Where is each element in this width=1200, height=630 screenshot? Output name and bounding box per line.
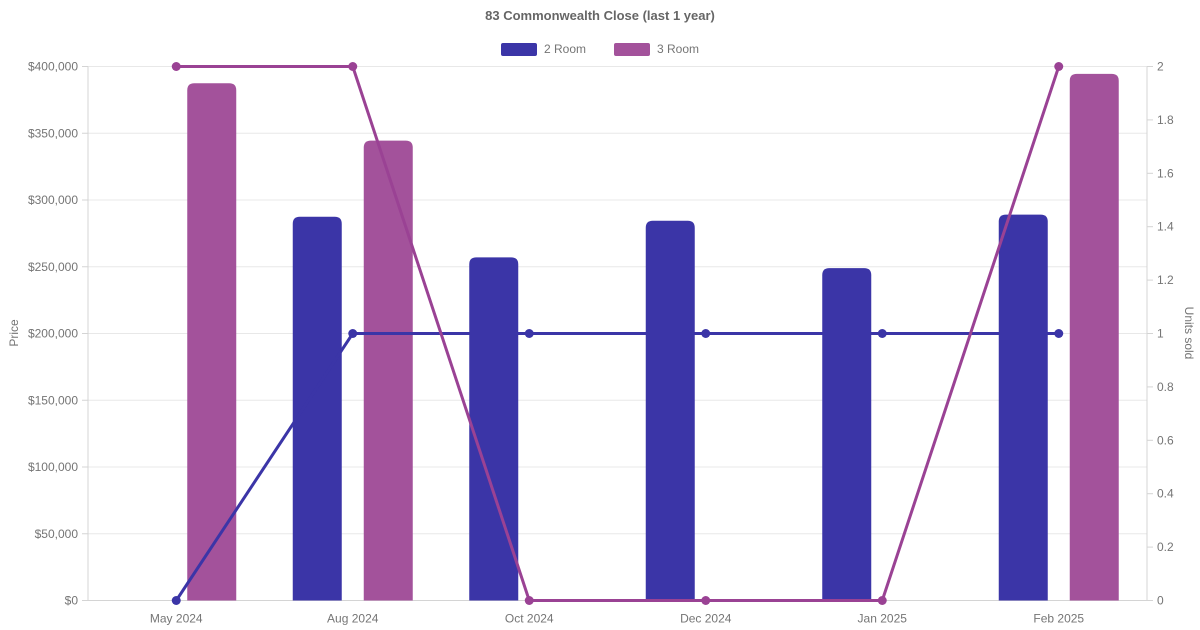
line-3-room-units xyxy=(174,65,1061,602)
y-right-tick-label: 1.8 xyxy=(1157,113,1174,127)
x-tick-label: Aug 2024 xyxy=(327,612,379,626)
point-2-room-dec-2024[interactable] xyxy=(701,329,711,338)
y-right-tick-label: 2 xyxy=(1157,60,1164,74)
bar-2-room-oct-2024[interactable] xyxy=(469,257,519,601)
point-2-room-jan-2025[interactable] xyxy=(877,329,887,338)
x-tick-label: Jan 2025 xyxy=(858,612,908,626)
chart-title: 83 Commonwealth Close (last 1 year) xyxy=(485,8,715,23)
y-right-tick-label: 0 xyxy=(1157,594,1164,608)
point-3-room-oct-2024[interactable] xyxy=(524,596,534,605)
point-3-room-aug-2024[interactable] xyxy=(348,62,358,71)
legend-label-2-room: 2 Room xyxy=(543,42,586,56)
y-left-tick-label: $250,000 xyxy=(28,260,78,274)
line-2-room-units xyxy=(174,332,1061,602)
point-3-room-may-2024[interactable] xyxy=(171,62,181,71)
point-3-room-feb-2025[interactable] xyxy=(1054,62,1064,71)
y-left-tick-label: $300,000 xyxy=(28,193,78,207)
legend-label-3-room: 3 Room xyxy=(657,42,700,56)
y-right-tick-label: 1 xyxy=(1157,327,1164,341)
y-right-tick-label: 0.2 xyxy=(1157,540,1174,554)
point-3-room-jan-2025[interactable] xyxy=(877,596,887,605)
bar-2-room-aug-2024[interactable] xyxy=(292,216,342,601)
y-left-tick-label: $150,000 xyxy=(28,393,78,407)
legend-swatch-3-room xyxy=(614,42,650,56)
y-left-tick-label: $200,000 xyxy=(28,327,78,341)
x-tick-label: Dec 2024 xyxy=(680,612,732,626)
bar-2-room-dec-2024[interactable] xyxy=(645,220,695,601)
point-2-room-may-2024[interactable] xyxy=(171,596,181,605)
y-left-tick-label: $100,000 xyxy=(28,460,78,474)
point-3-room-dec-2024[interactable] xyxy=(701,596,711,605)
legend-item-3-room[interactable]: 3 Room xyxy=(614,42,699,56)
legend: 2 Room 3 Room xyxy=(0,42,1200,56)
y-right-tick-label: 1.2 xyxy=(1157,273,1174,287)
bar-2-room-jan-2025[interactable] xyxy=(822,268,872,601)
y-left-tick-label: $50,000 xyxy=(35,527,79,541)
x-tick-label: May 2024 xyxy=(150,612,203,626)
point-2-room-oct-2024[interactable] xyxy=(524,329,534,338)
y-left-tick-label: $350,000 xyxy=(28,126,78,140)
bar-2-room-feb-2025[interactable] xyxy=(998,214,1048,601)
point-2-room-aug-2024[interactable] xyxy=(348,329,358,338)
y-left-tick-label: $400,000 xyxy=(28,60,78,74)
bar-3-room-may-2024[interactable] xyxy=(187,83,237,601)
y-right-tick-label: 1.6 xyxy=(1157,166,1174,180)
y-right-tick-label: 1.4 xyxy=(1157,220,1174,234)
x-tick-label: Oct 2024 xyxy=(505,612,554,626)
y-right-tick-label: 0.8 xyxy=(1157,380,1174,394)
y-right-tick-label: 0.6 xyxy=(1157,433,1174,447)
bar-3-room-feb-2025[interactable] xyxy=(1069,73,1119,601)
legend-swatch-2-room xyxy=(500,42,537,56)
x-tick-label: Feb 2025 xyxy=(1033,612,1084,626)
y-right-tick-label: 0.4 xyxy=(1157,487,1174,501)
point-2-room-feb-2025[interactable] xyxy=(1054,329,1064,338)
y-left-tick-label: $0 xyxy=(65,594,79,608)
bar-3-room-aug-2024[interactable] xyxy=(363,140,413,601)
legend-item-2-room[interactable]: 2 Room xyxy=(500,42,586,56)
